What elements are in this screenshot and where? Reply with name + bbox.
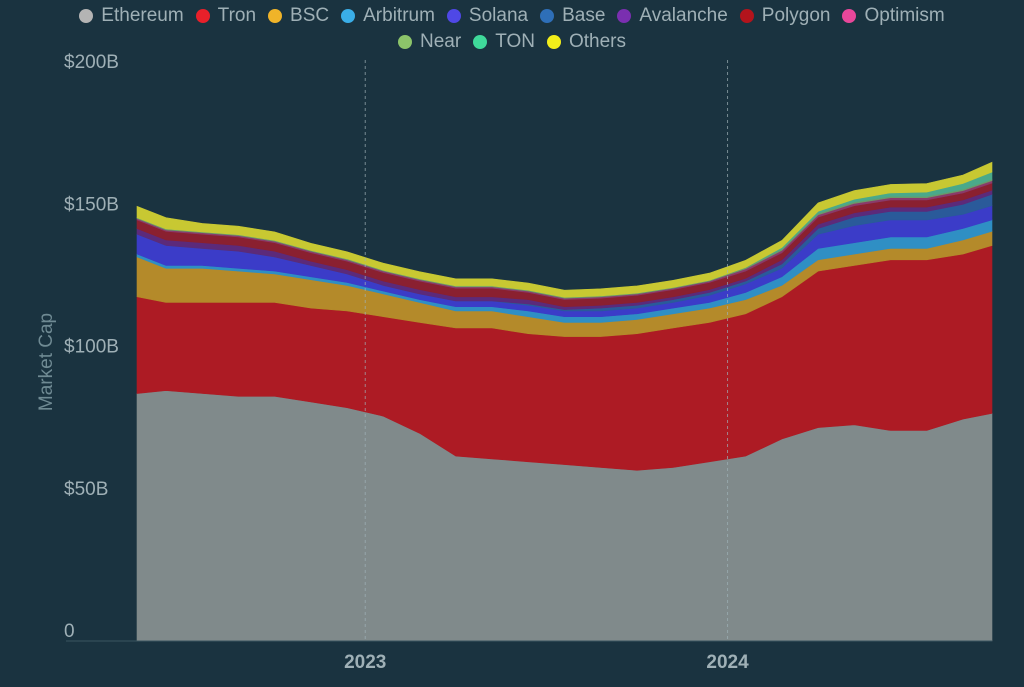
legend-swatch (546, 35, 561, 49)
legend-item-ethereum[interactable]: Ethereum (79, 5, 184, 26)
legend-label: Optimism (864, 5, 945, 26)
legend-swatch (268, 9, 283, 23)
legend-label: Avalanche (639, 5, 728, 26)
y-tick-label: $50B (64, 479, 108, 500)
legend-label: Solana (468, 5, 529, 26)
legend-swatch (473, 35, 488, 49)
y-axis-title: Market Cap (36, 313, 57, 411)
y-tick-label: $150B (64, 194, 119, 215)
legend-item-avalanche[interactable]: Avalanche (617, 5, 728, 26)
legend-label: Others (568, 31, 626, 52)
legend-swatch (617, 9, 632, 23)
legend-label: Near (420, 31, 462, 52)
legend-item-arbitrum[interactable]: Arbitrum (341, 6, 435, 26)
legend-item-others[interactable]: Others (546, 31, 626, 52)
legend-item-polygon[interactable]: Polygon (739, 5, 831, 26)
y-tick-label: 0 (64, 621, 75, 642)
legend-label: Polygon (761, 5, 831, 26)
legend-item-bsc[interactable]: BSC (268, 6, 329, 26)
legend-item-ton[interactable]: TON (473, 32, 535, 52)
legend-swatch (842, 9, 857, 23)
legend-swatch (446, 9, 461, 23)
y-tick-label: $100B (64, 337, 119, 358)
legend-swatch (739, 9, 754, 23)
x-tick-label: 2024 (706, 652, 749, 673)
legend-swatch (398, 35, 412, 49)
legend-swatch (540, 9, 555, 23)
legend-label: Tron (217, 5, 257, 26)
legend-item-near[interactable]: Near (398, 32, 461, 52)
legend-swatch (195, 9, 210, 23)
x-tick-labels: 2023 2024 (344, 652, 749, 673)
area-series-group (136, 161, 993, 642)
legend-label: BSC (290, 5, 330, 26)
x-tick-label: 2023 (344, 652, 386, 673)
area-others (136, 161, 993, 298)
y-tick-labels: 0 $50B $100B $150B $200B (64, 52, 119, 642)
legend-label: Arbitrum (363, 5, 435, 26)
y-tick-label: $200B (64, 52, 119, 73)
x-gridlines (364, 60, 729, 641)
legend-label: Ethereum (101, 5, 184, 26)
legend-swatch (79, 9, 94, 23)
legend-item-solana[interactable]: Solana (446, 5, 529, 26)
legend-label: TON (495, 31, 535, 52)
legend-swatch (341, 9, 356, 23)
legend-item-base[interactable]: Base (540, 6, 605, 26)
legend-item-tron[interactable]: Tron (195, 5, 257, 26)
legend-label: Base (562, 5, 606, 26)
legend-item-optimism[interactable]: Optimism (842, 5, 945, 26)
chart-legend: Ethereum Tron BSC Arbitrum Solana Base Avalanc… (0, 6, 1024, 52)
